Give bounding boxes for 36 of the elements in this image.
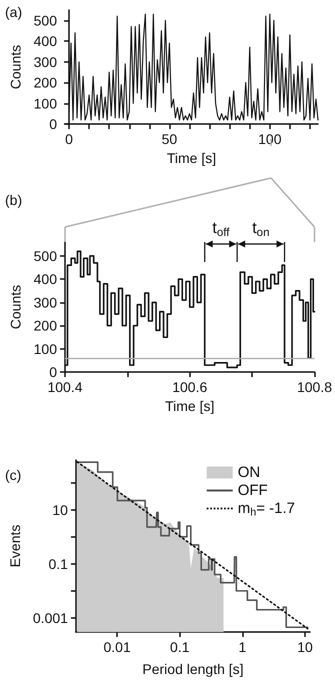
y-tick-label: 10 — [52, 502, 68, 518]
legend-label: ON — [238, 464, 260, 481]
y-tick-label: 100 — [34, 95, 58, 112]
y-tick-label: 0.1 — [48, 556, 68, 572]
x-tick-label: 100.8 — [296, 379, 332, 396]
y-tick-label: 0.001 — [32, 610, 68, 626]
y-tick-label: 0 — [49, 116, 58, 132]
x-tick-label: 100 — [258, 131, 282, 148]
legend-label: OFF — [238, 482, 268, 499]
x-tick-label: 0.01 — [104, 639, 131, 655]
x-axis-title: Time [s] — [165, 398, 214, 414]
y-tick-label: 400 — [34, 33, 58, 50]
x-axis-title: Period length [s] — [142, 661, 244, 677]
x-axis-title: Time [s] — [166, 150, 216, 166]
chart-title: (b) — [5, 192, 22, 208]
x-tick-label: 100.4 — [47, 379, 83, 396]
y-axis-title: Counts — [8, 284, 24, 330]
y-tick-label: 200 — [34, 74, 58, 91]
y-tick-label: 400 — [34, 271, 58, 288]
y-axis-title: Counts — [8, 44, 24, 90]
chart-title: (a) — [5, 4, 22, 20]
y-tick-label: 500 — [34, 248, 58, 264]
y-tick-label: 100 — [34, 340, 58, 357]
y-tick-label: 500 — [34, 12, 58, 28]
x-tick-label: 100.6 — [172, 379, 208, 396]
x-tick-label: 1 — [238, 639, 247, 655]
text: (c) — [5, 467, 22, 483]
x-tick-label: 10 — [297, 639, 314, 655]
y-tick-label: 300 — [34, 294, 58, 310]
line-series — [68, 14, 319, 120]
x-tick-label: 0.1 — [170, 639, 190, 655]
y-tick-label: 300 — [34, 54, 58, 70]
x-tick-label: 50 — [162, 131, 178, 148]
y-axis-title: Events — [7, 524, 23, 568]
y-tick-label: 0 — [49, 364, 58, 380]
y-tick-label: 200 — [34, 318, 58, 334]
